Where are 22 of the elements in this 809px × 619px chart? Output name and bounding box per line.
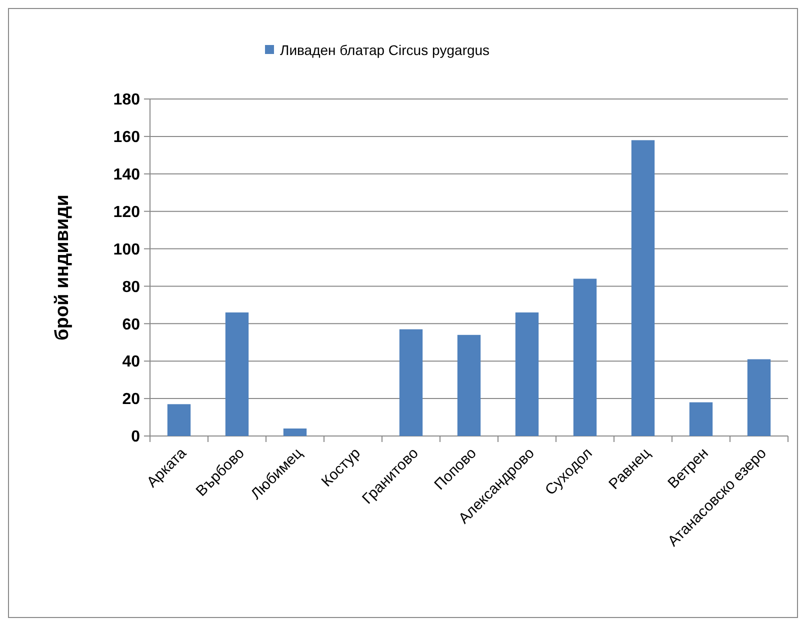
y-tick-label: 120 [113,204,140,221]
y-tick-label: 0 [131,428,140,446]
bar [573,278,597,436]
bar [225,312,249,436]
bar [515,312,539,436]
y-tick-label: 60 [122,316,140,334]
y-axis-title: брой индивиди [52,194,73,340]
bar [747,359,771,436]
y-tick-label: 140 [113,166,140,184]
bar [399,329,423,436]
y-tick-label: 80 [122,278,140,296]
bar [457,334,481,436]
y-tick-label: 20 [122,391,140,408]
y-tick-label: 160 [113,129,140,146]
y-tick-label: 180 [113,92,140,109]
y-tick-label: 100 [113,241,140,258]
bar [689,402,713,436]
legend-label: Ливаден блатар Circus pygargus [280,42,490,58]
bar [167,404,191,436]
bar [283,428,307,436]
y-tick-label: 40 [122,354,140,371]
bar [631,140,655,436]
